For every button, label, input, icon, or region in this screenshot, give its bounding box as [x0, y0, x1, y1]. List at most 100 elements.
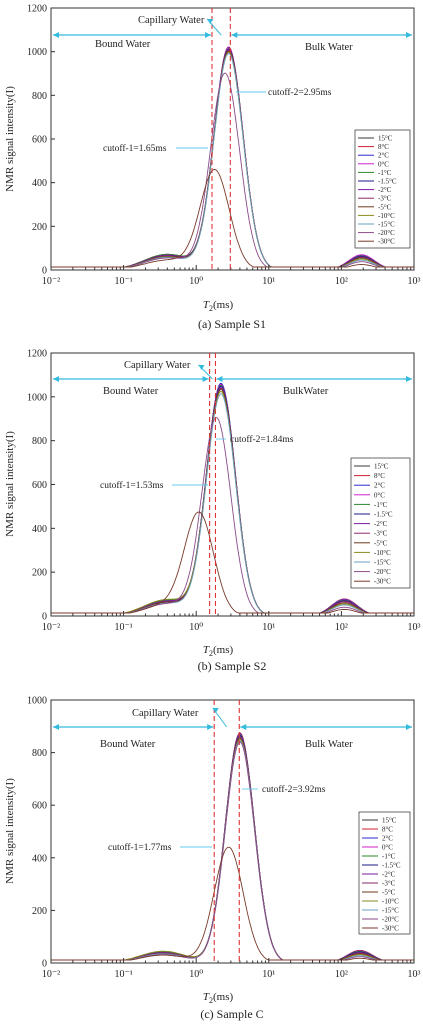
- panel-a-cutoffs: [211, 8, 231, 270]
- legend-label: -3°C: [382, 880, 396, 888]
- legend-label: 15°C: [382, 817, 397, 825]
- panel-b-region-arrows: [53, 364, 412, 382]
- x-tick-label: 10⁻²: [42, 622, 60, 633]
- x-tick-label: 10⁰: [189, 276, 203, 287]
- y-tick-label: 200: [32, 906, 47, 917]
- panel-b-legend: 15°C8°C 2°C0°C -1°C -1.5°C-2°C -3°C-5°C -10°C…: [354, 463, 393, 586]
- x-tick-label: 10⁻²: [42, 276, 60, 287]
- panel-a-x-axis-label-unit: (ms): [213, 299, 234, 311]
- legend-label: 0°C: [378, 160, 389, 168]
- panel-b-cutoffs: [209, 353, 216, 616]
- panel-b-region-bulk-label: BulkWater: [283, 386, 329, 397]
- panel-b-region-capillary-label: Capillary Water: [124, 360, 191, 371]
- legend-label: 2°C: [382, 835, 393, 843]
- y-tick-label: 800: [32, 748, 47, 759]
- legend-label: 15°C: [378, 135, 393, 143]
- x-tick-label: 10³: [408, 276, 421, 287]
- panel-a-region-bulk-label: Bulk Water: [305, 42, 353, 53]
- panel-b: 0 200 400 600 800 1000 1200 10⁻² 10⁻¹ 10⁰ 10¹ 10² 10…: [4, 349, 421, 674]
- legend-label: -30°C: [374, 578, 391, 586]
- panel-b-x-axis-label-main: T: [203, 644, 210, 656]
- y-tick-label: 400: [32, 853, 47, 864]
- legend-label: -1°C: [374, 501, 388, 509]
- panel-c: 0 200 400 600 800 1000 10⁻² 10⁻¹ 10⁰ 10¹ 10² 10³ Bo…: [4, 696, 421, 1022]
- panel-c-region-arrows: [53, 707, 412, 730]
- y-tick-label: 600: [32, 801, 47, 812]
- bound-water-arrow-head-right: [204, 32, 211, 38]
- legend-label: -2°C: [374, 520, 388, 528]
- y-tick-label: 800: [32, 91, 47, 102]
- panel-a-series-12: [51, 168, 414, 268]
- legend-label: -30°C: [378, 238, 395, 246]
- x-tick-label: 10³: [408, 622, 421, 633]
- panel-a-x-axis-label: T2(ms): [203, 299, 234, 313]
- panel-b-axes: 0 200 400 600 800 1000 1200 10⁻² 10⁻¹ 10⁰ 10¹ 10² 10…: [27, 349, 421, 634]
- panel-c-cutoff1-label: cutoff-1=1.77ms: [108, 842, 172, 853]
- y-tick-label: 200: [32, 568, 47, 579]
- legend-label: -10°C: [382, 898, 399, 906]
- panel-a: 0 200 400 600 800 1000 1200 10⁻² 10⁻¹ 10⁰ 10¹ 10² 10…: [4, 4, 421, 332]
- panel-a-legend-box: [354, 129, 411, 249]
- y-tick-label: 0: [42, 959, 47, 970]
- legend-label: -1.5°C: [382, 862, 401, 870]
- panel-c-legend: 15°C8°C2°C0°C-1°C-1.5°C-2°C-3°C-5°C-10°C…: [362, 817, 401, 933]
- panel-a-region-capillary-label: Capillary Water: [138, 15, 205, 26]
- panel-a-axes: 0 200 400 600 800 1000 1200 10⁻² 10⁻¹ 10⁰ 10¹ 10² 10…: [27, 4, 421, 288]
- legend-label: -20°C: [382, 916, 399, 924]
- panel-c-legend-box: [358, 811, 411, 935]
- legend-label: -1.5°C: [378, 178, 397, 186]
- bulk-water-arrow-head-right: [406, 376, 412, 382]
- panel-b-curves: [51, 382, 414, 614]
- panel-c-series-12: [51, 846, 414, 961]
- x-tick-label: 10¹: [262, 969, 275, 980]
- panel-b-cutoff1-label: cutoff-1=1.53ms: [100, 480, 164, 491]
- y-tick-label: 1000: [27, 696, 47, 707]
- bulk-water-arrow-head-right: [406, 32, 412, 38]
- legend-label: 8°C: [378, 143, 389, 151]
- bound-water-arrow-head-left: [53, 376, 59, 382]
- y-tick-label: 200: [32, 222, 47, 233]
- y-tick-label: 1200: [27, 349, 47, 360]
- panel-b-legend-box: [350, 457, 411, 589]
- legend-label: -5°C: [374, 539, 388, 547]
- y-tick-label: 0: [42, 612, 47, 623]
- legend-label: -1°C: [382, 853, 396, 861]
- bulk-water-arrow-head-right: [406, 724, 412, 730]
- panel-c-axes: 0 200 400 600 800 1000 10⁻² 10⁻¹ 10⁰ 10¹ 10² 10³: [27, 696, 421, 981]
- x-tick-label: 10¹: [262, 622, 275, 633]
- bulk-water-arrow-head-left: [231, 32, 238, 38]
- panel-c-region-bound-label: Bound Water: [100, 739, 156, 750]
- bound-water-arrow-head-right: [202, 376, 209, 382]
- legend-label: -15°C: [378, 221, 395, 229]
- legend-label: -10°C: [378, 212, 395, 220]
- panel-a-curves: [51, 46, 414, 268]
- panel-a-cutoff2-label: cutoff-2=2.95ms: [268, 87, 332, 98]
- panel-b-cutoff2-label: cutoff-2=1.84ms: [230, 434, 294, 445]
- legend-label: -3°C: [378, 195, 392, 203]
- panel-a-y-axis-label: NMR signal intensity(I): [4, 86, 16, 192]
- legend-label: -5°C: [382, 889, 396, 897]
- x-tick-label: 10²: [335, 276, 348, 287]
- panel-a-caption: (a) Sample S1: [198, 317, 266, 331]
- legend-label: -2°C: [378, 186, 392, 194]
- y-tick-label: 400: [32, 524, 47, 535]
- y-tick-label: 400: [32, 178, 47, 189]
- panel-b-x-axis-label-sub: 2: [209, 649, 213, 658]
- panel-a-x-axis-label-sub: 2: [209, 304, 213, 313]
- x-tick-label: 10⁰: [189, 969, 203, 980]
- panel-a-x-axis-label-main: T: [203, 299, 210, 311]
- y-tick-label: 600: [32, 135, 47, 146]
- legend-label: -1°C: [378, 169, 392, 177]
- capillary-water-pointer-head: [212, 708, 219, 713]
- bound-water-arrow-head-left: [53, 724, 59, 730]
- panel-a-legend: 15°C8°C2°C0°C-1°C-1.5°C-2°C-3°C-5°C-10°C…: [358, 135, 397, 246]
- legend-label: 2°C: [378, 152, 389, 160]
- legend-label: -20°C: [378, 229, 395, 237]
- panel-c-x-axis-label-unit: (ms): [213, 991, 234, 1003]
- legend-label: 2°C: [374, 482, 385, 490]
- x-tick-label: 10⁻¹: [114, 622, 132, 633]
- capillary-water-pointer-head: [207, 19, 214, 24]
- panel-a-region-bound-label: Bound Water: [95, 39, 151, 50]
- panel-c-x-axis-label-main: T: [203, 991, 210, 1003]
